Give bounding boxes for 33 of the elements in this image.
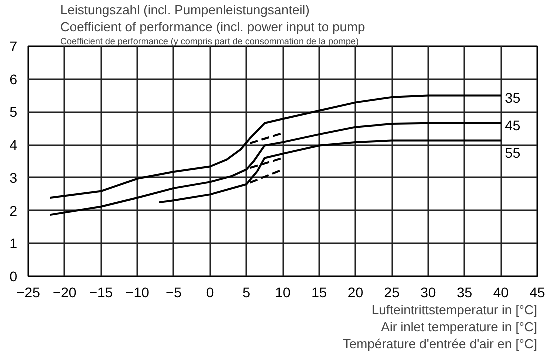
x-tick-label: −15 [89, 284, 114, 300]
chart-title: Leistungszahl (incl. Pumpenleistungsanteil) [60, 2, 310, 18]
y-tick-label: 5 [10, 104, 18, 120]
y-tick-label: 1 [10, 236, 18, 252]
y-tick-label: 0 [10, 268, 18, 284]
line-series [49, 94, 502, 199]
x-tick-label: 0 [206, 284, 214, 300]
x-tick-label: 30 [420, 284, 436, 300]
line-series [49, 122, 502, 216]
series-label: 35 [505, 90, 521, 106]
y-tick-label: 4 [10, 137, 18, 154]
text: Coefficient de performance (y compris part de consommation de la pompe) [60, 36, 359, 46]
x-tick-label: 45 [530, 284, 546, 300]
x-tick-label: 15 [312, 284, 328, 300]
x-tick-label: 35 [457, 284, 473, 300]
x-tick-label: 25 [384, 284, 400, 300]
y-tick-label: 2 [10, 202, 18, 219]
series-label: 45 [505, 117, 521, 134]
x-tick-label: 40 [493, 284, 510, 300]
x-tick-label: 20 [348, 284, 364, 300]
y-tick-label: 7 [10, 38, 18, 54]
x-tick-label: −20 [52, 284, 77, 300]
x-tick-label: −5 [166, 284, 182, 300]
line-series [158, 140, 502, 204]
x-tick-label: −25 [16, 284, 41, 300]
x-tick-label: 10 [275, 284, 291, 300]
x-tick-label: 5 [242, 284, 251, 300]
series-label: 55 [505, 144, 521, 161]
chart-subtitle: Coefficient of performance (incl. power input to pump [60, 20, 366, 34]
x-axis-title: Lufteintrittstemperatur in [°C] Air inlet temperature in [°C] Température d'entrée d'air en [°C] [343, 302, 538, 351]
x-tick-label: −10 [126, 284, 150, 300]
y-tick-label: 3 [10, 170, 18, 186]
y-tick-label: 6 [10, 71, 18, 88]
